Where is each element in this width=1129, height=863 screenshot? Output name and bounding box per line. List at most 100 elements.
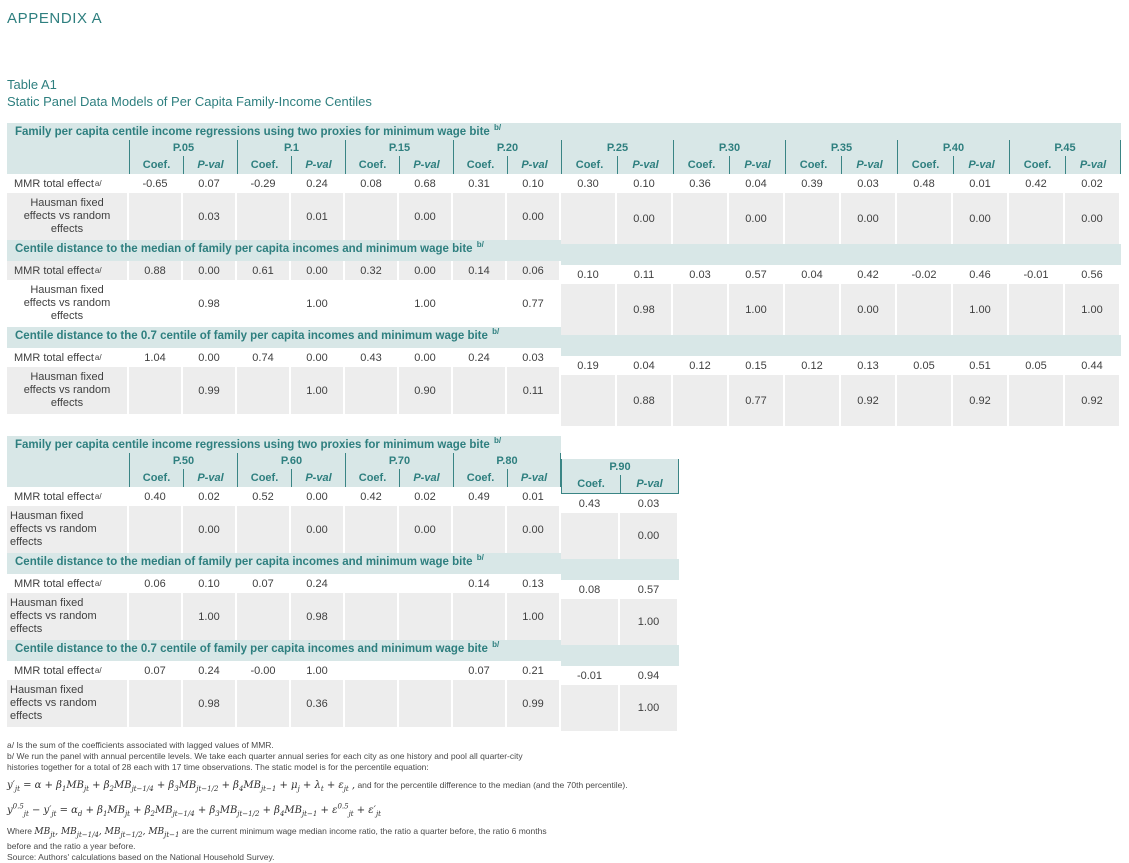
hausman-label-line: effects vs random: [10, 523, 97, 535]
hausman-pval-cell: 0.11: [507, 367, 559, 414]
pval-value-cell: 0.00: [183, 261, 235, 280]
pval-value-cell: 0.10: [522, 177, 544, 190]
table-title-band: Family per capita centile income regress…: [7, 436, 561, 453]
hausman-pval-cell: 0.00: [291, 506, 343, 553]
section-title-band: [561, 244, 1121, 265]
centile-group-header: P.25: [561, 140, 673, 156]
centile-group-header: P.35: [785, 140, 897, 156]
equation-1-math: y′jt = α + β1MBjt + β2MBjt−1/4 + β3MBjt−…: [7, 780, 356, 793]
coef-value-cell: 0.40: [144, 490, 166, 503]
coef-column-header: Coef.: [345, 156, 399, 174]
hausman-empty-cell: [673, 284, 727, 335]
mmr-total-effect-row: 0.43 0.03: [561, 494, 679, 513]
coef-column-header: Coef.: [673, 156, 729, 174]
hausman-pval-cell: 1.00: [183, 593, 235, 640]
hausman-pval-cell: 0.00: [953, 193, 1007, 244]
coef-value-cell: 0.14: [453, 261, 505, 280]
hausman-empty-cell: [129, 280, 181, 327]
coef-value-cell: 0.43: [360, 351, 382, 364]
coef-value-cell: 0.48: [913, 177, 935, 190]
hausman-pval-cell: 1.00: [291, 367, 343, 414]
footnote-where-line2: before and the ratio a year before.: [7, 841, 136, 852]
hausman-pval-cell: 0.77: [729, 375, 783, 426]
coef-value-cell: 0.39: [801, 177, 823, 190]
hausman-test-row: Hausman fixed effects vs random effects 0.9…: [7, 367, 561, 414]
coef-value-cell: 0.06: [144, 577, 166, 590]
centile-header-row: P.05 P.1 P.15 P.20: [7, 140, 561, 156]
pval-value-cell: 0.00: [399, 261, 451, 280]
hausman-empty-cell: [897, 375, 951, 426]
hausman-empty-cell: [129, 367, 181, 414]
hausman-pval-cell: 0.98: [291, 593, 343, 640]
pval-value-cell: 0.02: [1081, 177, 1103, 190]
coef-value-cell: 0.08: [360, 177, 382, 190]
coef-value-cell: 1.04: [144, 351, 166, 364]
footnote-a: a/ Is the sum of the coefficients associ…: [7, 740, 274, 750]
hausman-pval-cell: 1.00: [620, 599, 677, 645]
coef-value-cell: 0.07: [252, 577, 274, 590]
section-title: Family per capita centile income regress…: [15, 123, 502, 138]
appendix-title: APPENDIX A: [7, 10, 103, 27]
hausman-empty-cell: [345, 367, 397, 414]
coef-column-header: Coef.: [129, 156, 183, 174]
pval-value-cell: 0.10: [633, 177, 655, 190]
pval-column-header: P-val: [183, 469, 237, 487]
hausman-row-label: Hausman fixed effects vs random effects: [7, 506, 127, 553]
hausman-empty-cell: [345, 280, 397, 327]
coef-value-cell: 0.36: [689, 177, 711, 190]
section-title-band: Centile distance to the median of family…: [7, 553, 561, 574]
hausman-test-row: Hausman fixed effects vs random effects 0.0…: [7, 193, 561, 240]
hausman-empty-cell: [345, 506, 397, 553]
pval-value-cell: 0.68: [414, 177, 436, 190]
hausman-label-line: Hausman fixed: [30, 197, 104, 209]
equation-2: y0.5jt − y′jt = αd + β1MBjt + β2MBjt−1/4…: [7, 802, 1129, 820]
coef-column-header: Coef.: [561, 475, 620, 493]
hausman-empty-cell: [237, 280, 289, 327]
hausman-pval-cell: 0.77: [522, 297, 544, 310]
equation-1-tail: and for the percentile difference to the…: [355, 780, 628, 790]
mmr-row-label: MMR total effect a/: [14, 351, 102, 364]
offset-block: P.90 Coef. P-val 0.43 0.03 0.00 0.08 0.57 1.00 -0…: [561, 459, 679, 731]
coef-value-cell: 0.10: [577, 268, 599, 281]
column-header-row: Coef. P-val Coef. P-val Coef. P-val Coef. P-val: [7, 156, 561, 174]
hausman-test-row: 0.00 0.00 0.00 0.00 0.00: [561, 193, 1121, 244]
coef-value-cell: 0.31: [468, 177, 490, 190]
hausman-empty-cell: [561, 375, 615, 426]
pval-value-cell: [399, 661, 451, 680]
hausman-empty-cell: [237, 506, 289, 553]
hausman-empty-cell: [453, 593, 505, 640]
centile-group-header: P.70: [345, 453, 453, 469]
footnote-b-line1: b/ We run the panel with annual percenti…: [7, 751, 523, 761]
mmr-total-effect-row: MMR total effect a/0.40 0.02 0.52 0.00 0.42 0…: [7, 487, 561, 506]
hausman-pval-cell: 0.00: [841, 284, 895, 335]
coef-value-cell: 0.32: [345, 261, 397, 280]
mmr-total-effect-row: MMR total effect a/1.04 0.00 0.74 0.00 0.43 0…: [7, 348, 561, 367]
coef-column-header: Coef.: [345, 469, 399, 487]
coef-value-cell: 0.61: [237, 261, 289, 280]
row-label-header-spacer: [7, 453, 129, 469]
hausman-pval-cell: 1.00: [414, 297, 436, 310]
mmr-total-effect-row: MMR total effect a/0.88 0.00 0.61 0.00 0.32 0…: [7, 261, 561, 280]
pval-column-header: P-val: [841, 156, 897, 174]
pval-value-cell: 0.06: [507, 261, 559, 280]
column-header-row: Coef. P-val Coef. P-val Coef. P-val Coef. P-val: [7, 469, 561, 487]
hausman-empty-cell: [673, 193, 727, 244]
pval-value-cell: 0.44: [1081, 359, 1103, 372]
pval-value-cell: 0.24: [198, 664, 220, 677]
hausman-pval-cell: 0.99: [183, 367, 235, 414]
pval-value-cell: 0.10: [198, 577, 220, 590]
table-title-band: Family per capita centile income regress…: [7, 123, 561, 140]
section-title-band: Centile distance to the 0.7 centile of f…: [7, 640, 561, 661]
hausman-pval-cell: [399, 593, 451, 640]
main-block: Family per capita centile income regress…: [7, 436, 561, 727]
pval-value-cell: 0.00: [414, 351, 436, 364]
hausman-row-label: Hausman fixed effects vs random effects: [7, 367, 127, 414]
hausman-label-line: effects: [50, 310, 84, 322]
hausman-empty-cell: [453, 193, 505, 240]
mmr-row-label: MMR total effect a/: [14, 490, 102, 503]
hausman-pval-cell: 0.00: [183, 506, 235, 553]
pval-value-cell: 0.01: [969, 177, 991, 190]
hausman-label-line: effects vs random: [10, 697, 97, 709]
hausman-empty-cell: [345, 193, 397, 240]
hausman-label-line: effects: [10, 710, 43, 722]
